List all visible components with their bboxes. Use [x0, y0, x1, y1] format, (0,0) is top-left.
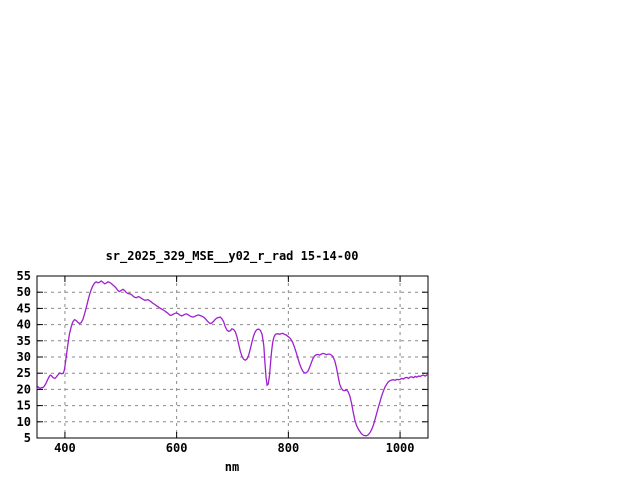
x-tick-label: 1000	[386, 441, 415, 455]
y-tick-label: 20	[17, 382, 31, 396]
y-tick-label: 55	[17, 269, 31, 283]
y-tick-label: 10	[17, 415, 31, 429]
x-axis-label: nm	[225, 460, 239, 474]
y-tick-label: 15	[17, 399, 31, 413]
y-tick-label: 30	[17, 350, 31, 364]
y-tick-label: 5	[24, 431, 31, 445]
y-tick-label: 40	[17, 318, 31, 332]
y-tick-label: 50	[17, 285, 31, 299]
x-tick-label: 800	[278, 441, 300, 455]
chart-title: sr_2025_329_MSE__y02_r_rad 15-14-00	[106, 249, 359, 264]
grid-layer	[37, 276, 428, 438]
spectral-radiance-curve	[36, 280, 429, 437]
x-tick-label: 400	[54, 441, 76, 455]
y-tick-label: 35	[17, 334, 31, 348]
y-tick-label: 45	[17, 301, 31, 315]
tick-label-layer: 400 600 800 1000 5 10 15 20 25 30 35 40 45 50 55	[17, 269, 415, 455]
x-tick-label: 600	[166, 441, 188, 455]
plot-border	[36, 275, 429, 439]
y-tick-label: 25	[17, 366, 31, 380]
